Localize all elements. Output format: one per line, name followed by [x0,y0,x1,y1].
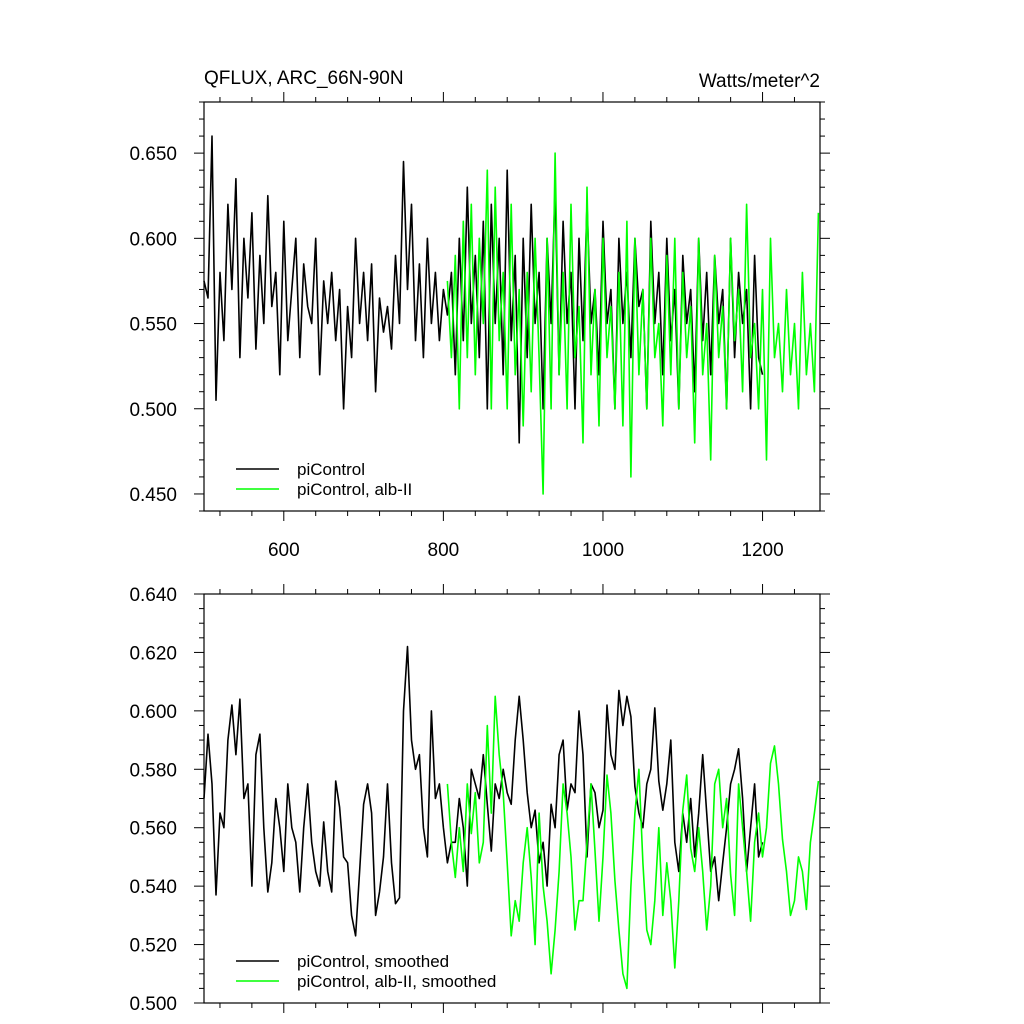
series-line-2 [446,152,820,495]
y-tick-label: 0.640 [129,585,177,606]
y-tick-label: 0.580 [129,760,177,781]
x-tick-label: 800 [428,540,460,561]
y-tick-label: 0.600 [129,229,177,250]
x-tick-label: 1200 [741,540,783,561]
chart-units: Watts/meter^2 [699,71,820,92]
series-line-1 [203,645,764,937]
y-tick-label: 0.560 [129,819,177,840]
x-tick-label: 600 [268,540,300,561]
chart-title: QFLUX, ARC_66N-90N [204,68,404,89]
y-tick-label: 0.650 [129,144,177,165]
y-tick-label: 0.500 [129,994,177,1015]
y-tick-label: 0.540 [129,877,177,898]
series-line-2 [446,695,820,990]
legend-label: piControl, alb-II, smoothed [297,972,496,991]
legend-label: piControl, smoothed [297,952,449,971]
y-tick-label: 0.500 [129,400,177,421]
bottom-panel: 0.500 0.520 0.540 0.560 0.580 0.600 0.620 0.640… [129,584,830,1015]
plot-frame [203,101,821,512]
y-tick-label: 0.620 [129,643,177,664]
x-tick-label: 1000 [582,540,624,561]
y-tick-label: 0.600 [129,702,177,723]
top-panel: 600 800 1000 1200 0.450 0.500 0.550 0.600 0.650 p… [129,92,830,561]
y-tick-label: 0.550 [129,315,177,336]
series-line-1 [203,135,764,444]
legend-label: piControl, alb-II [297,480,412,499]
legend-label: piControl [297,460,365,479]
y-tick-label: 0.520 [129,936,177,957]
y-tick-label: 0.450 [129,485,177,506]
